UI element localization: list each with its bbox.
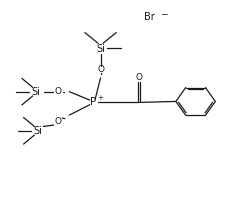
Text: Si: Si [32,87,41,97]
Text: O: O [136,73,143,83]
Text: P: P [90,97,97,107]
Text: O: O [54,117,61,126]
Text: O: O [54,87,61,96]
Text: −: − [160,9,168,18]
Text: O: O [97,65,104,74]
Text: +: + [97,95,103,100]
Text: Br: Br [144,12,155,22]
Text: Si: Si [34,126,42,136]
Text: Si: Si [96,44,105,54]
